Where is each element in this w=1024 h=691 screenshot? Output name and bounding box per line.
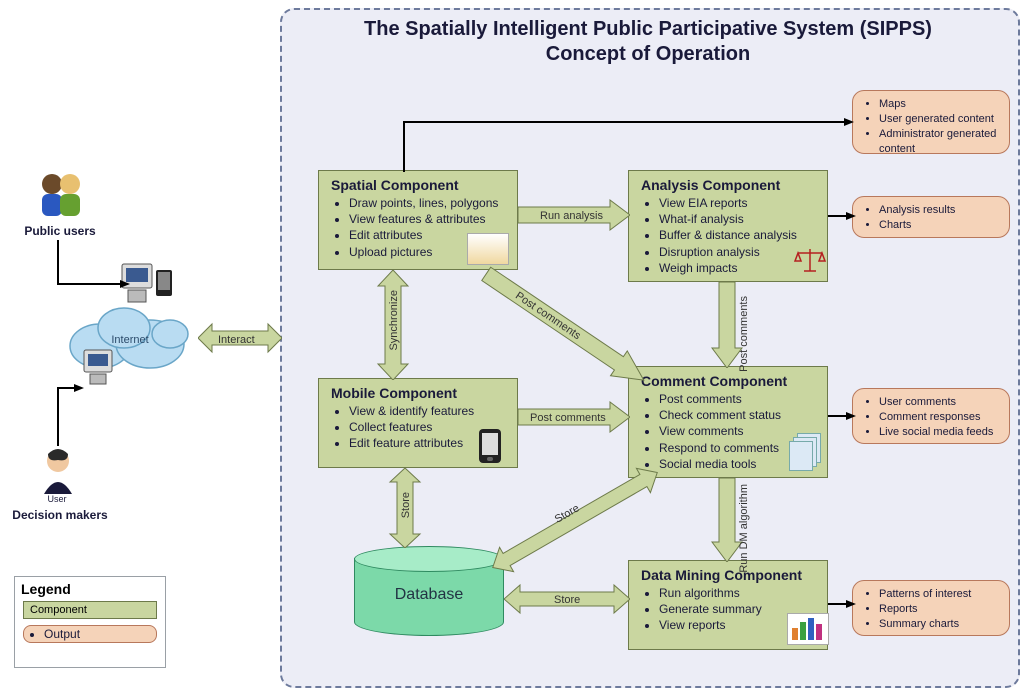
public-to-cloud-arrow: [54, 240, 134, 310]
dm-to-cloud-arrow: [54, 380, 134, 450]
spatial-output: Maps User generated content Administrato…: [852, 90, 1010, 154]
analysis-title: Analysis Component: [641, 177, 817, 193]
spatial-title: Spatial Component: [331, 177, 507, 193]
comment-title: Comment Component: [641, 373, 817, 389]
dm-output: Patterns of interest Reports Summary cha…: [852, 580, 1010, 636]
user-small-label: User: [32, 494, 82, 504]
picture-icon: [467, 233, 509, 265]
legend-component: Component: [23, 601, 157, 619]
analysis-output: Analysis results Charts: [852, 196, 1010, 238]
diagram-title: The Spatially Intelligent Public Partici…: [280, 18, 1016, 66]
decision-makers-label: Decision makers: [0, 508, 120, 522]
legend-title: Legend: [21, 581, 165, 597]
comment-to-output-arrow: [828, 412, 856, 424]
comment-output: User comments Comment responses Live soc…: [852, 388, 1010, 444]
spatial-to-output-arrow: [400, 116, 856, 176]
post-comments-vert-label: Post comments: [738, 296, 750, 372]
store-dm-label: Store: [554, 594, 580, 606]
scales-icon: [793, 247, 833, 277]
store-comment-arrow: [480, 460, 670, 580]
db-label: Database: [354, 586, 504, 604]
legend-output: Output: [23, 625, 157, 643]
public-users-icon: [30, 170, 90, 220]
title-line1: The Spatially Intelligent Public Partici…: [280, 18, 1016, 41]
run-dm-label: Run DM algorithm: [738, 484, 750, 573]
dm-to-output-arrow: [828, 600, 856, 612]
public-users-label: Public users: [10, 224, 110, 238]
run-analysis-label: Run analysis: [540, 210, 603, 222]
chart-icon: [787, 613, 829, 645]
synchronize-label: Synchronize: [388, 290, 400, 351]
spatial-component: Spatial Component Draw points, lines, po…: [318, 170, 518, 270]
legend: Legend Component Output: [14, 576, 166, 668]
post-comments-label: Post comments: [530, 412, 606, 424]
title-line2: Concept of Operation: [280, 43, 1016, 66]
decision-maker-icon: [38, 448, 78, 494]
internet-label: Internet: [100, 334, 160, 346]
analysis-list: View EIA reports What-if analysis Buffer…: [641, 195, 817, 276]
analysis-to-output-arrow: [828, 212, 856, 224]
phone-icon: [479, 429, 501, 463]
store-mobile-label: Store: [400, 492, 412, 518]
interact-label: Interact: [218, 334, 255, 346]
